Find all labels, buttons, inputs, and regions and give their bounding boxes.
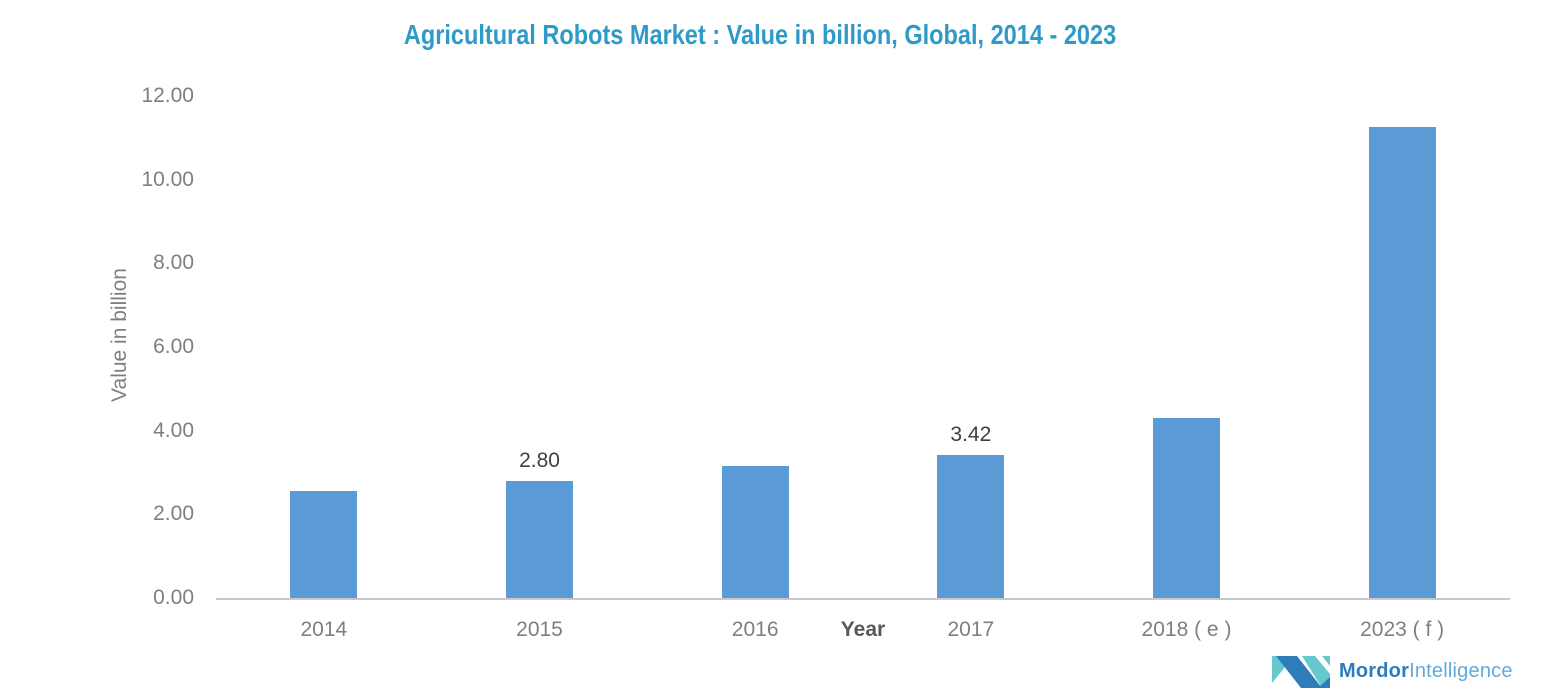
mordor-intelligence-logo: MordorIntelligence xyxy=(1259,645,1548,697)
bar-2014 xyxy=(290,491,358,598)
chart-title-text: Agricultural Robots Market : Value in bi… xyxy=(403,19,1117,50)
x-axis-title: Year xyxy=(840,618,886,641)
mordor-logo-icon xyxy=(1272,655,1330,688)
x-axis-line xyxy=(216,598,1510,600)
y-tick-label: 0.00 xyxy=(153,586,194,609)
y-tick-label: 6.00 xyxy=(153,335,194,358)
logo-text-mordor: Mordor xyxy=(1339,659,1410,682)
y-tick-label: 2.00 xyxy=(153,502,194,526)
bar-2017 xyxy=(937,454,1005,598)
bar-2023f xyxy=(1368,127,1436,598)
x-tick-label: 2018 ( e ) xyxy=(1141,618,1232,641)
bar-2015 xyxy=(506,480,573,598)
chart-title: Agricultural Robots Market : Value in bi… xyxy=(0,19,1520,51)
x-tick-label: 2017 xyxy=(947,618,995,641)
x-tick-label: 2014 xyxy=(300,618,348,641)
plot-area: 2.80 3.42 xyxy=(216,96,1510,600)
bar-2018e xyxy=(1153,418,1220,598)
logo-text: MordorIntelligence xyxy=(1339,660,1513,683)
bar-data-label: 2.80 xyxy=(519,448,560,472)
logo-text-intelligence: Intelligence xyxy=(1409,659,1513,682)
bar-data-label: 3.42 xyxy=(950,422,992,446)
y-tick-label: 8.00 xyxy=(153,251,194,275)
bar-2016 xyxy=(721,466,789,598)
y-tick-label: 12.00 xyxy=(141,84,194,107)
x-tick-label: 2016 xyxy=(731,618,779,641)
x-tick-label: 2023 ( f ) xyxy=(1360,618,1445,641)
x-tick-label: 2015 xyxy=(516,618,563,641)
y-tick-label: 10.00 xyxy=(141,167,194,191)
y-tick-label: 4.00 xyxy=(153,418,194,442)
